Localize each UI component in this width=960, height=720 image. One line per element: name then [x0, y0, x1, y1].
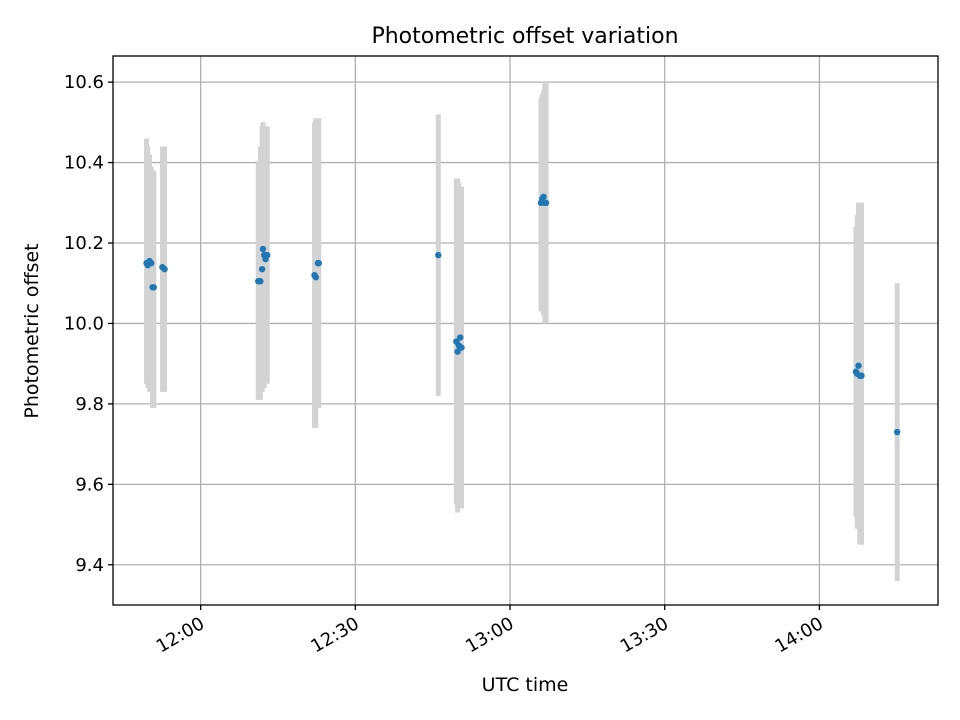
data-point [161, 265, 168, 273]
x-tick-label: 13:30 [617, 613, 672, 657]
data-point [456, 334, 464, 341]
grid-lines [113, 56, 938, 605]
x-axis-label: UTC time [482, 674, 569, 696]
data-point [264, 251, 271, 259]
data-point [858, 372, 865, 379]
y-tick-label: 10.2 [64, 233, 104, 254]
data-point [315, 259, 323, 267]
y-tick-label: 10.6 [64, 72, 104, 93]
y-tick-label: 9.8 [75, 394, 104, 415]
data-point [454, 348, 461, 355]
y-tick-label: 9.6 [75, 474, 104, 495]
y-tick-label: 10.4 [64, 153, 104, 174]
data-point [540, 193, 547, 200]
x-axis-ticks: 12:00 12:30 13:00 13:30 14:00 [153, 605, 827, 657]
data-point [893, 428, 901, 436]
data-point [259, 245, 267, 253]
y-axis-ticks: 9.4 9.6 9.8 10.0 10.2 10.4 10.6 [64, 72, 113, 576]
data-point [435, 251, 442, 259]
data-point [150, 284, 158, 291]
y-tick-label: 9.4 [75, 555, 104, 576]
x-tick-label: 14:00 [771, 613, 826, 657]
data-point [542, 199, 550, 207]
data-point [312, 274, 320, 281]
x-tick-label: 12:30 [307, 613, 362, 657]
data-point [257, 278, 264, 285]
data-point [148, 259, 155, 267]
y-axis-label: Photometric offset [21, 243, 43, 418]
error-bars [144, 82, 900, 581]
data-point [258, 265, 266, 273]
x-tick-label: 13:00 [462, 613, 517, 657]
x-tick-label: 12:00 [153, 613, 208, 657]
data-point [458, 344, 465, 351]
data-point [855, 362, 862, 369]
data-points [143, 193, 901, 436]
plot-frame [112, 55, 939, 606]
y-tick-label: 10.0 [64, 313, 104, 334]
chart-title: Photometric offset variation [371, 24, 678, 49]
